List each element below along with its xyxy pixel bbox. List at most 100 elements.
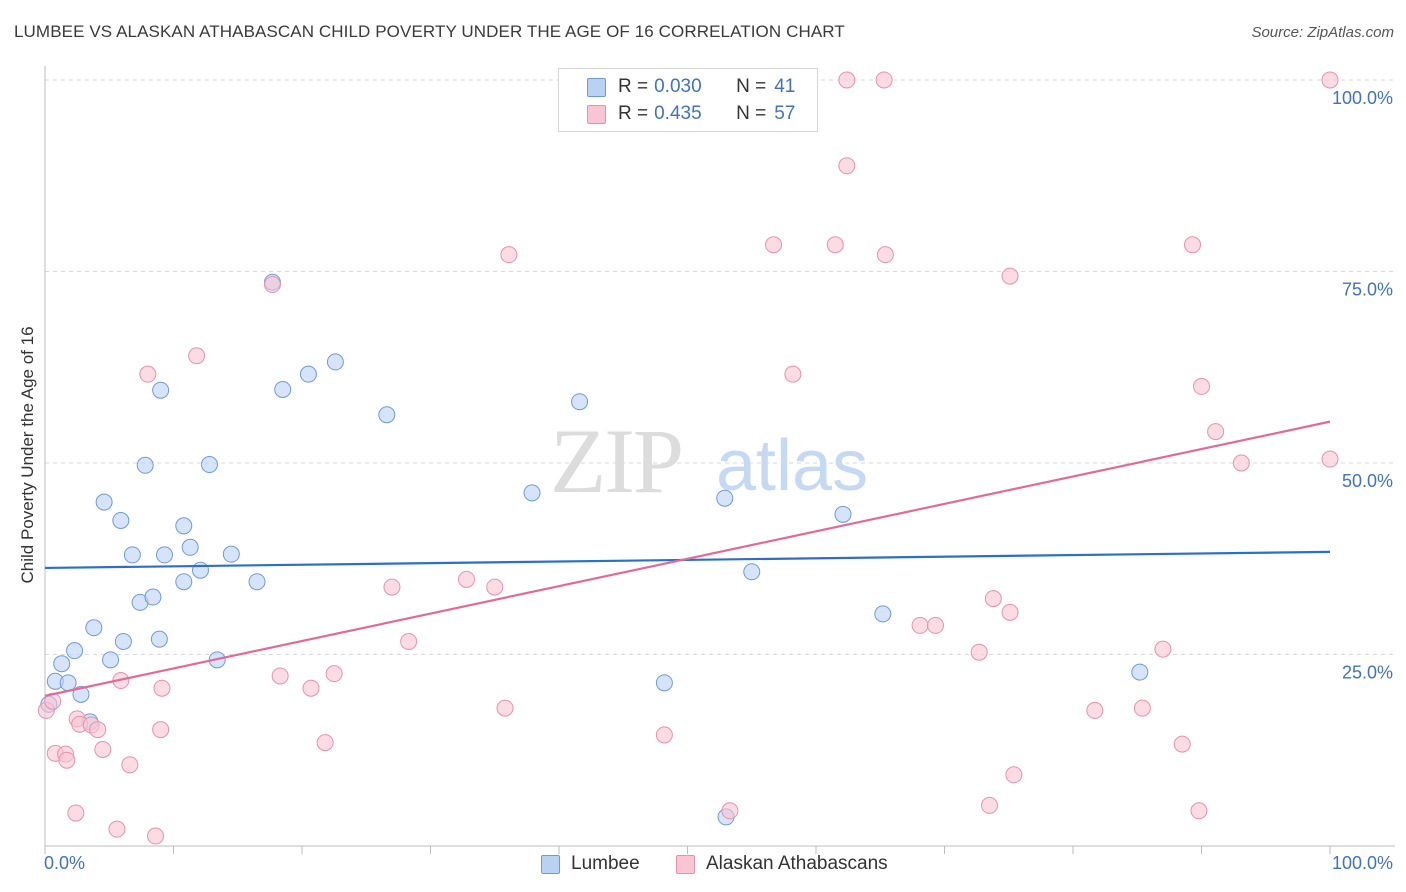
- data-point: [326, 353, 344, 371]
- data-point: [743, 563, 761, 581]
- bottom-legend-label: Alaskan Athabascans: [706, 853, 888, 874]
- alaskan-points: [37, 71, 1339, 845]
- x-tick-label: 0.0%: [44, 853, 85, 873]
- data-point: [263, 276, 281, 294]
- data-point: [85, 619, 103, 637]
- data-point: [1232, 454, 1250, 472]
- data-point: [457, 570, 475, 588]
- data-point: [1321, 450, 1339, 468]
- data-point: [302, 679, 320, 697]
- data-point: [1005, 766, 1023, 784]
- data-point: [58, 751, 76, 769]
- alaskan-swatch: [587, 104, 606, 124]
- data-point: [114, 632, 132, 650]
- data-point: [984, 590, 1002, 608]
- data-point: [139, 365, 157, 383]
- data-point: [876, 246, 894, 264]
- data-point: [1131, 663, 1149, 681]
- legend-row-lumbee: R = 0.030 N = 41: [587, 75, 795, 99]
- data-point: [94, 740, 112, 758]
- data-point: [383, 578, 401, 596]
- bottom-legend-label: Lumbee: [571, 853, 640, 874]
- data-point: [271, 667, 289, 685]
- data-point: [523, 484, 541, 502]
- tick-labels: 25.0% 50.0% 75.0% 100.0% 0.0% 100.0%: [44, 88, 1393, 873]
- data-point: [500, 246, 518, 264]
- data-point: [112, 511, 130, 529]
- y-tick-label: 100.0%: [1332, 88, 1393, 108]
- data-point: [486, 578, 504, 596]
- legend-r-value: 0.030: [654, 76, 702, 97]
- data-point: [970, 643, 988, 661]
- data-point: [66, 642, 84, 660]
- lumbee-trend-line: [44, 550, 1331, 570]
- data-point: [95, 493, 113, 511]
- data-point: [67, 804, 85, 822]
- y-tick-label: 25.0%: [1342, 663, 1393, 683]
- data-point: [299, 365, 317, 383]
- bottom-legend-lumbee: Lumbee: [541, 852, 640, 876]
- data-point: [1207, 423, 1225, 441]
- watermark-atlas: atlas: [716, 426, 868, 506]
- legend-n-value: 57: [774, 103, 796, 124]
- data-point: [1133, 699, 1151, 717]
- watermark-zip: ZIP: [550, 410, 682, 512]
- data-point: [325, 665, 343, 683]
- data-point: [152, 721, 170, 739]
- data-point: [147, 827, 165, 845]
- watermark: ZIP atlas: [550, 410, 868, 512]
- legend-r-value: 0.435: [654, 103, 702, 124]
- legend-r-label: R =: [618, 103, 649, 124]
- data-point: [927, 616, 945, 634]
- data-point: [721, 802, 739, 820]
- data-point: [378, 406, 396, 424]
- correlation-legend: R = 0.030 N = 41 R = 0.435 N = 57: [558, 68, 818, 132]
- data-point: [316, 734, 334, 752]
- data-point: [89, 721, 107, 739]
- data-point: [1154, 640, 1172, 658]
- data-point: [175, 573, 193, 591]
- data-point: [181, 538, 199, 556]
- legend-row-alaskan: R = 0.435 N = 57: [587, 102, 795, 126]
- data-point: [655, 726, 673, 744]
- legend-n-value: 41: [774, 76, 796, 97]
- data-point: [1321, 71, 1339, 89]
- data-point: [1001, 603, 1019, 621]
- y-tick-label: 50.0%: [1342, 471, 1393, 491]
- data-point: [102, 651, 120, 669]
- data-point: [826, 236, 844, 254]
- data-point: [72, 685, 90, 703]
- data-point: [765, 236, 783, 254]
- lumbee-swatch: [541, 854, 560, 874]
- data-point: [156, 546, 174, 564]
- legend-n-label: N =: [736, 103, 767, 124]
- data-point: [123, 546, 141, 564]
- data-point: [222, 545, 240, 563]
- data-point: [121, 756, 139, 774]
- data-point: [496, 699, 514, 717]
- data-point: [150, 630, 168, 648]
- data-point: [400, 632, 418, 650]
- data-point: [838, 157, 856, 175]
- data-point: [571, 393, 589, 411]
- grid-lines: [45, 79, 1395, 655]
- data-point: [248, 573, 266, 591]
- data-point: [108, 820, 126, 838]
- data-point: [1184, 236, 1202, 254]
- data-point: [1001, 267, 1019, 285]
- data-point: [911, 616, 929, 634]
- data-point: [144, 588, 162, 606]
- bottom-legend-alaskan: Alaskan Athabascans: [676, 852, 888, 876]
- chart-title: LUMBEE VS ALASKAN ATHABASCAN CHILD POVER…: [14, 22, 845, 41]
- data-point: [200, 456, 218, 474]
- data-point: [1190, 802, 1208, 820]
- data-point: [834, 505, 852, 523]
- data-point: [188, 347, 206, 365]
- data-point: [274, 380, 292, 398]
- data-point: [1173, 735, 1191, 753]
- data-point: [875, 71, 893, 89]
- data-point: [980, 796, 998, 814]
- data-point: [191, 561, 209, 579]
- data-point: [59, 674, 77, 692]
